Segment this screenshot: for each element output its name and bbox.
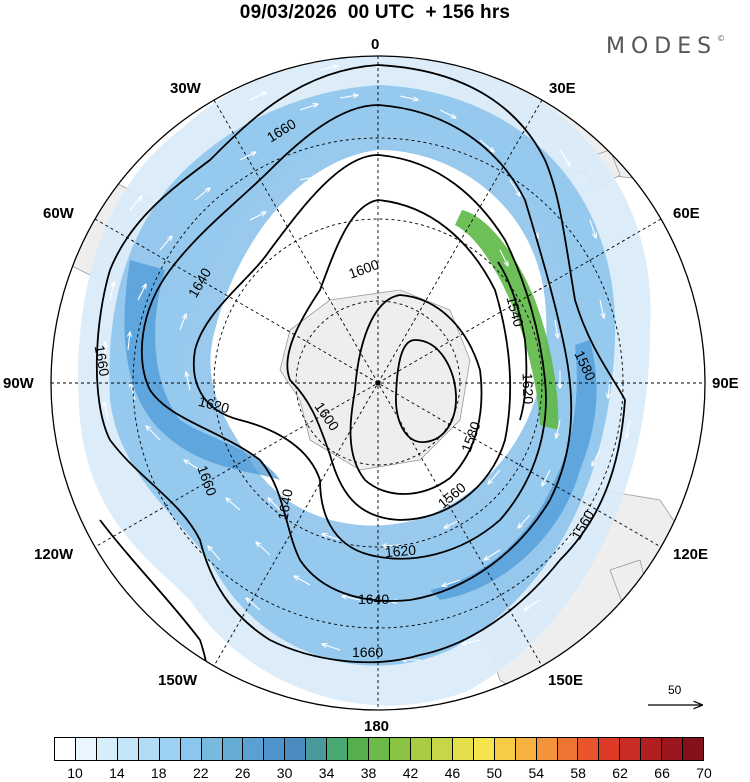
contour-label: 1620 [519,373,536,405]
colorbar-swatch [243,738,265,760]
colorbar-tick-label: 54 [528,765,545,781]
colorbar-swatch [410,738,432,760]
contour-1600 [286,199,512,521]
colorbar-swatch [515,738,537,760]
colorbar-swatch [306,738,328,760]
colorbar-tick-label: 30 [276,765,293,781]
brand-mark: © [717,33,726,43]
colorbar-swatch [159,738,181,760]
contour-1620 [192,154,547,560]
colorbar-swatch [285,738,307,760]
map-interior: 1660 1640 1620 1600 1580 1560 1540 1660 … [51,56,705,710]
map-boundary [50,55,706,711]
colorbar-tick-label: 10 [67,765,83,781]
shading-strong-band [124,260,280,480]
colorbar-tick-label: 50 [486,765,503,781]
contour-label: 1620 [197,393,231,417]
forecast-title: 09/03/2026 00 UTC + 156 hrs [239,2,511,23]
lon-label-60w: 60W [43,205,74,222]
modes-logo: MODES© [606,34,725,59]
shading-strong-band-east [430,340,597,600]
colorbar-tick-label: 14 [109,765,125,781]
lon-label-180: 180 [364,718,390,735]
colorbar-swatch [578,738,600,760]
colorbar-tick-label: 38 [360,765,377,781]
wind-vectors [104,66,631,660]
colorbar-tick-label: 62 [612,765,628,781]
colorbar-swatch [452,738,474,760]
colorbar-tick-label: 70 [696,765,712,781]
colorbar-tick-label: 26 [234,765,251,781]
brand-name: MODES [606,34,718,59]
colorbar-tick-label: 18 [151,765,167,781]
contour-label: 1600 [346,256,381,282]
contour-1660 [95,64,626,664]
colorbar-swatch [431,738,453,760]
contour-label: 1640 [275,488,296,522]
contour-label: 1620 [384,542,417,561]
colorbar-swatch [641,738,663,760]
colorbar-swatch [75,738,97,760]
colorbar-swatch [494,738,516,760]
contour-label: 1640 [358,591,389,607]
colorbar-tick-label: 46 [444,765,461,781]
colorbar-swatch [557,738,579,760]
lon-label-30w: 30W [170,80,201,97]
contour-1640 [140,104,573,602]
colorbar-swatch [683,738,704,760]
lon-label-150w: 150W [158,672,198,689]
colorbar-swatch [117,738,139,760]
colorbar-swatch [180,738,202,760]
colorbar-tick-label: 34 [318,765,335,781]
colorbar-swatch [390,738,411,760]
shading-mid-ring [109,85,616,666]
colorbar-tick-label: 66 [654,765,670,781]
contour-label: 1660 [92,344,113,378]
colorbar-swatch [620,738,642,760]
wind-reference-value: 50 [668,683,682,697]
contour-1580 [349,294,483,495]
colorbar-swatch [264,738,286,760]
lon-label-90w: 90W [3,375,34,392]
colorbar-tick-label: 22 [193,765,209,781]
south-pole-marker [375,380,381,386]
colorbar-swatch [599,738,621,760]
colorbar-tick-label: 58 [570,765,586,781]
colorbar-swatch [138,738,160,760]
wind-reference-arrow [648,692,704,718]
colorbar-tick-label: 42 [402,765,419,781]
colorbar-swatch [327,738,349,760]
colorbar-swatch [348,738,370,760]
contour-1560 [395,339,457,443]
colorbar-swatch [473,738,495,760]
contour-label: 1660 [352,644,383,660]
lon-label-120w: 120W [34,546,74,563]
colorbar-swatch [96,738,118,760]
contour-label: 1540 [503,294,527,328]
lon-label-0: 0 [371,36,380,53]
antarctica-landmass [279,289,471,471]
colorbar-swatch [536,738,558,760]
lon-label-30e: 30E [549,80,576,97]
colorbar-swatch [201,738,223,760]
lon-label-120e: 120E [673,546,709,563]
colorbar-swatch [55,738,76,760]
wind-speed-colorbar [54,737,704,761]
lon-label-150e: 150E [548,672,584,689]
colorbar-swatch [222,738,244,760]
colorbar-tick-labels: 10 14 18 22 26 30 34 38 42 46 50 54 58 62 66 70 [54,765,712,782]
contour-1540 [497,261,528,421]
colorbar-swatch [662,738,684,760]
lon-label-90e: 90E [712,375,739,392]
jet-core-green [455,210,559,430]
colorbar-swatch [369,738,390,760]
lon-label-60e: 60E [673,205,700,222]
